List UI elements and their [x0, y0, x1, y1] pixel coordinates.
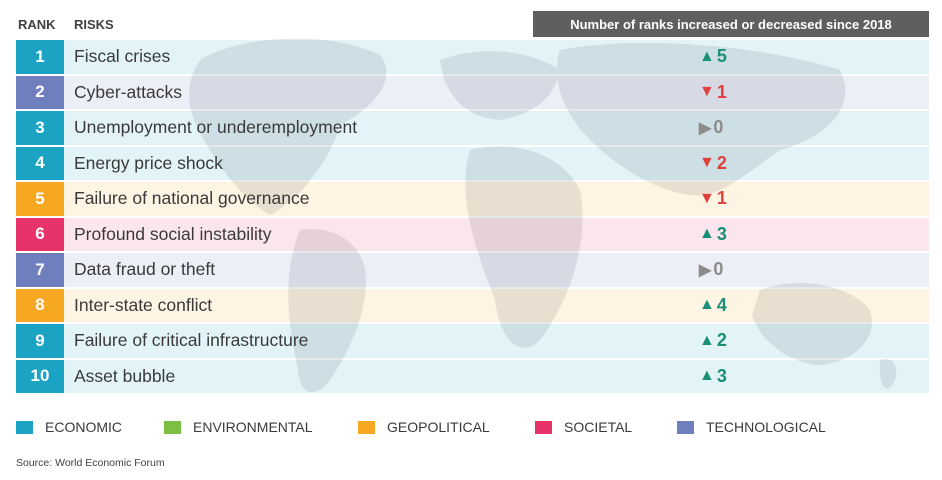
table-row: 10 Asset bubble ▲ 3 [16, 359, 929, 394]
risk-table: 1 Fiscal crises ▲ 5 2 Cyber-attacks ▼ 1 3 Unemplo… [16, 40, 929, 395]
table-row: 6 Profound social instability ▲ 3 [16, 217, 929, 252]
risks-column-header: RISKS [74, 17, 114, 32]
rank-change: ▼ 1 [699, 182, 727, 216]
rank-change: ▼ 2 [699, 147, 727, 181]
arrow-up-icon: ▲ [699, 47, 715, 65]
table-row: 3 Unemployment or underemployment ▶ 0 [16, 111, 929, 145]
legend-label: GEOPOLITICAL [387, 419, 490, 435]
legend-item: TECHNOLOGICAL [677, 419, 826, 435]
rank-number: 5 [16, 182, 64, 216]
legend-swatch [535, 420, 552, 434]
arrow-down-icon: ▼ [699, 83, 715, 101]
risk-name: Cyber-attacks [74, 81, 182, 102]
arrow-down-icon: ▼ [699, 154, 715, 172]
rank-number: 8 [16, 288, 64, 322]
rank-change-value: 0 [713, 117, 724, 138]
rank-number: 2 [16, 75, 64, 109]
risk-name: Failure of critical infrastructure [74, 330, 309, 351]
source-note: Source: World Economic Forum [16, 457, 165, 469]
rank-change: ▶ 0 [699, 111, 723, 145]
legend-swatch [358, 420, 375, 434]
table-row: 5 Failure of national governance ▼ 1 [16, 182, 929, 216]
legend-item: SOCIETAL [535, 419, 632, 435]
rank-change: ▲ 3 [699, 218, 727, 252]
risk-name: Fiscal crises [74, 46, 171, 67]
rank-change: ▲ 5 [699, 40, 727, 74]
rank-change-value: 2 [716, 330, 727, 351]
table-row: 4 Energy price shock ▼ 2 [16, 146, 929, 181]
rank-change-value: 0 [713, 259, 724, 280]
risk-name: Data fraud or theft [74, 259, 216, 280]
rank-number: 4 [16, 146, 64, 180]
arrow-down-icon: ▼ [699, 189, 715, 207]
risk-name: Profound social instability [74, 223, 272, 244]
rank-number: 9 [16, 324, 64, 358]
risk-name: Unemployment or underemployment [74, 117, 358, 138]
rank-change: ▲ 3 [699, 360, 727, 394]
rank-change: ▼ 1 [699, 76, 727, 110]
rank-number: 6 [16, 217, 64, 251]
table-row: 9 Failure of critical infrastructure ▲ 2 [16, 324, 929, 358]
rank-change-value: 1 [716, 188, 727, 209]
legend-label: SOCIETAL [564, 419, 633, 435]
risk-name: Inter-state conflict [74, 294, 213, 315]
arrow-up-icon: ▲ [699, 296, 715, 314]
legend-item: GEOPOLITICAL [358, 419, 490, 435]
legend-swatch [164, 420, 181, 434]
arrow-up-icon: ▲ [699, 367, 715, 385]
rank-change-value: 4 [716, 294, 727, 315]
legend-label: ECONOMIC [45, 419, 122, 435]
rank-change: ▶ 0 [699, 253, 723, 287]
rank-change: ▲ 2 [699, 324, 727, 358]
table-row: 2 Cyber-attacks ▼ 1 [16, 75, 929, 110]
rank-number: 7 [16, 253, 64, 287]
rank-change-value: 2 [716, 152, 727, 173]
rank-change-value: 3 [716, 223, 727, 244]
arrow-up-icon: ▲ [699, 225, 715, 243]
change-column-header: Number of ranks increased or decreased s… [533, 11, 929, 37]
legend-label: TECHNOLOGICAL [706, 419, 826, 435]
legend-swatch [16, 420, 33, 434]
table-row: 7 Data fraud or theft ▶ 0 [16, 253, 929, 287]
risk-name: Asset bubble [74, 365, 176, 386]
legend-swatch [677, 420, 694, 434]
rank-change: ▲ 4 [699, 289, 727, 323]
rank-column-header: RANK [18, 17, 56, 32]
arrow-right-icon: ▶ [699, 119, 712, 137]
arrow-right-icon: ▶ [699, 261, 712, 279]
rank-number: 1 [16, 40, 64, 74]
rank-number: 10 [16, 359, 64, 393]
table-row: 8 Inter-state conflict ▲ 4 [16, 288, 929, 323]
rank-change-value: 5 [716, 46, 727, 67]
rank-change-value: 3 [716, 365, 727, 386]
risk-name: Failure of national governance [74, 188, 310, 209]
risk-name: Energy price shock [74, 152, 223, 173]
legend-item: ENVIRONMENTAL [164, 419, 313, 435]
legend-label: ENVIRONMENTAL [193, 419, 313, 435]
rank-number: 3 [16, 111, 64, 145]
legend-item: ECONOMIC [16, 419, 122, 435]
rank-change-value: 1 [716, 81, 727, 102]
table-row: 1 Fiscal crises ▲ 5 [16, 40, 929, 74]
arrow-up-icon: ▲ [699, 331, 715, 349]
